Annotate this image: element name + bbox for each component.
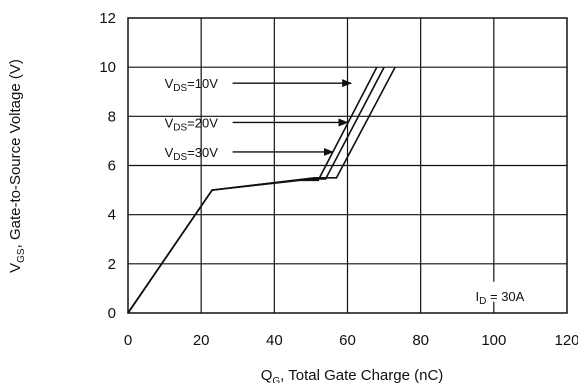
x-tick-label: 100 [481, 332, 506, 349]
y-tick-labels: 0 2 4 6 8 10 12 [99, 10, 116, 322]
x-tick-label: 0 [124, 332, 132, 349]
y-tick-label: 4 [108, 207, 116, 224]
x-tick-labels: 0 20 40 60 80 100 120 [124, 332, 578, 349]
x-tick-label: 20 [193, 332, 210, 349]
x-tick-label: 80 [412, 332, 429, 349]
y-tick-label: 6 [108, 158, 116, 175]
series-line-3 [128, 67, 395, 313]
y-tick-label: 10 [99, 59, 116, 76]
y-tick-label: 0 [108, 305, 116, 322]
vds-label-1: VDS=10V [165, 76, 219, 94]
x-tick-label: 120 [554, 332, 578, 349]
x-tick-label: 40 [266, 332, 283, 349]
series-line-1 [128, 67, 377, 313]
vds-label-2: VDS=20V [165, 115, 219, 133]
y-axis-title: VGS, Gate-to-Source Voltage (V) [7, 59, 27, 273]
y-tick-label: 8 [108, 108, 116, 125]
x-tick-label: 60 [339, 332, 356, 349]
vds-label-3: VDS=30V [165, 145, 219, 163]
series-line-2 [128, 67, 384, 313]
series-lines [128, 67, 395, 313]
y-tick-label: 12 [99, 10, 116, 27]
y-tick-label: 2 [108, 256, 116, 273]
x-axis-title: QG, Total Gate Charge (nC) [261, 367, 444, 383]
grid [128, 18, 567, 313]
